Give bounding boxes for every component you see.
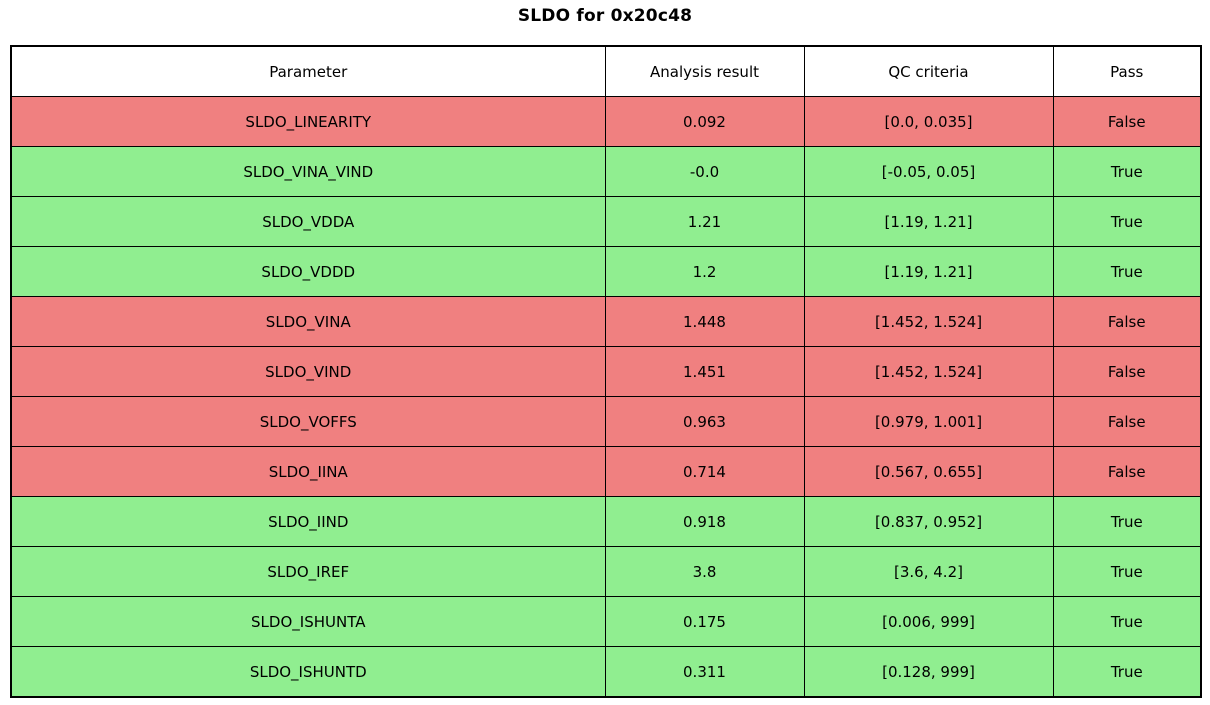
- table-header-row: Parameter Analysis result QC criteria Pa…: [10, 45, 1202, 97]
- parameter-cell: SLDO_IIND: [10, 496, 606, 547]
- parameter-cell: SLDO_VINA: [10, 296, 606, 347]
- column-header-pass: Pass: [1052, 45, 1202, 97]
- table-row: SLDO_ISHUNTA 0.175 [0.006, 999] True: [10, 596, 1202, 647]
- qc-criteria-cell: [0.979, 1.001]: [803, 396, 1054, 447]
- parameter-cell: SLDO_VDDD: [10, 246, 606, 297]
- qc-criteria-cell: [0.837, 0.952]: [803, 496, 1054, 547]
- analysis-result-cell: 1.448: [604, 296, 805, 347]
- parameter-cell: SLDO_LINEARITY: [10, 96, 606, 147]
- qc-criteria-cell: [1.19, 1.21]: [803, 246, 1054, 297]
- analysis-result-cell: -0.0: [604, 146, 805, 197]
- analysis-result-cell: 1.451: [604, 346, 805, 397]
- table-row: SLDO_IIND 0.918 [0.837, 0.952] True: [10, 496, 1202, 547]
- qc-criteria-cell: [1.452, 1.524]: [803, 346, 1054, 397]
- qc-criteria-cell: [0.128, 999]: [803, 646, 1054, 698]
- column-header-qc-criteria: QC criteria: [803, 45, 1054, 97]
- analysis-result-cell: 1.21: [604, 196, 805, 247]
- table-row: SLDO_VINA_VIND -0.0 [-0.05, 0.05] True: [10, 146, 1202, 197]
- pass-cell: True: [1052, 246, 1202, 297]
- parameter-cell: SLDO_ISHUNTD: [10, 646, 606, 698]
- qc-criteria-cell: [0.006, 999]: [803, 596, 1054, 647]
- pass-cell: True: [1052, 546, 1202, 597]
- analysis-result-cell: 0.714: [604, 446, 805, 497]
- table-row: SLDO_VDDA 1.21 [1.19, 1.21] True: [10, 196, 1202, 247]
- pass-cell: False: [1052, 346, 1202, 397]
- pass-cell: True: [1052, 646, 1202, 698]
- parameter-cell: SLDO_IREF: [10, 546, 606, 597]
- analysis-result-cell: 0.311: [604, 646, 805, 698]
- pass-cell: True: [1052, 596, 1202, 647]
- analysis-result-cell: 1.2: [604, 246, 805, 297]
- pass-cell: True: [1052, 496, 1202, 547]
- pass-cell: False: [1052, 96, 1202, 147]
- parameter-cell: SLDO_VIND: [10, 346, 606, 397]
- table-row: SLDO_VINA 1.448 [1.452, 1.524] False: [10, 296, 1202, 347]
- analysis-result-cell: 0.963: [604, 396, 805, 447]
- qc-criteria-cell: [0.0, 0.035]: [803, 96, 1054, 147]
- parameter-cell: SLDO_IINA: [10, 446, 606, 497]
- page-title: SLDO for 0x20c48: [517, 6, 693, 26]
- qc-criteria-cell: [1.452, 1.524]: [803, 296, 1054, 347]
- parameter-cell: SLDO_VDDA: [10, 196, 606, 247]
- table-row: SLDO_VDDD 1.2 [1.19, 1.21] True: [10, 246, 1202, 297]
- analysis-result-cell: 0.092: [604, 96, 805, 147]
- analysis-result-cell: 0.175: [604, 596, 805, 647]
- qc-criteria-cell: [-0.05, 0.05]: [803, 146, 1054, 197]
- column-header-parameter: Parameter: [10, 45, 606, 97]
- parameter-cell: SLDO_ISHUNTA: [10, 596, 606, 647]
- qc-table-body: SLDO_LINEARITY 0.092 [0.0, 0.035] False SLDO…: [10, 96, 1202, 698]
- pass-cell: True: [1052, 196, 1202, 247]
- pass-cell: False: [1052, 396, 1202, 447]
- table-row: SLDO_VIND 1.451 [1.452, 1.524] False: [10, 346, 1202, 397]
- qc-criteria-cell: [0.567, 0.655]: [803, 446, 1054, 497]
- pass-cell: True: [1052, 146, 1202, 197]
- table-row: SLDO_ISHUNTD 0.311 [0.128, 999] True: [10, 646, 1202, 698]
- table-row: SLDO_VOFFS 0.963 [0.979, 1.001] False: [10, 396, 1202, 447]
- qc-results-table: Parameter Analysis result QC criteria Pa…: [10, 45, 1202, 698]
- table-row: SLDO_IINA 0.714 [0.567, 0.655] False: [10, 446, 1202, 497]
- parameter-cell: SLDO_VINA_VIND: [10, 146, 606, 197]
- qc-criteria-cell: [3.6, 4.2]: [803, 546, 1054, 597]
- analysis-result-cell: 3.8: [604, 546, 805, 597]
- table-row: SLDO_LINEARITY 0.092 [0.0, 0.035] False: [10, 96, 1202, 147]
- pass-cell: False: [1052, 446, 1202, 497]
- table-row: SLDO_IREF 3.8 [3.6, 4.2] True: [10, 546, 1202, 597]
- qc-criteria-cell: [1.19, 1.21]: [803, 196, 1054, 247]
- analysis-result-cell: 0.918: [604, 496, 805, 547]
- column-header-analysis-result: Analysis result: [604, 45, 805, 97]
- parameter-cell: SLDO_VOFFS: [10, 396, 606, 447]
- pass-cell: False: [1052, 296, 1202, 347]
